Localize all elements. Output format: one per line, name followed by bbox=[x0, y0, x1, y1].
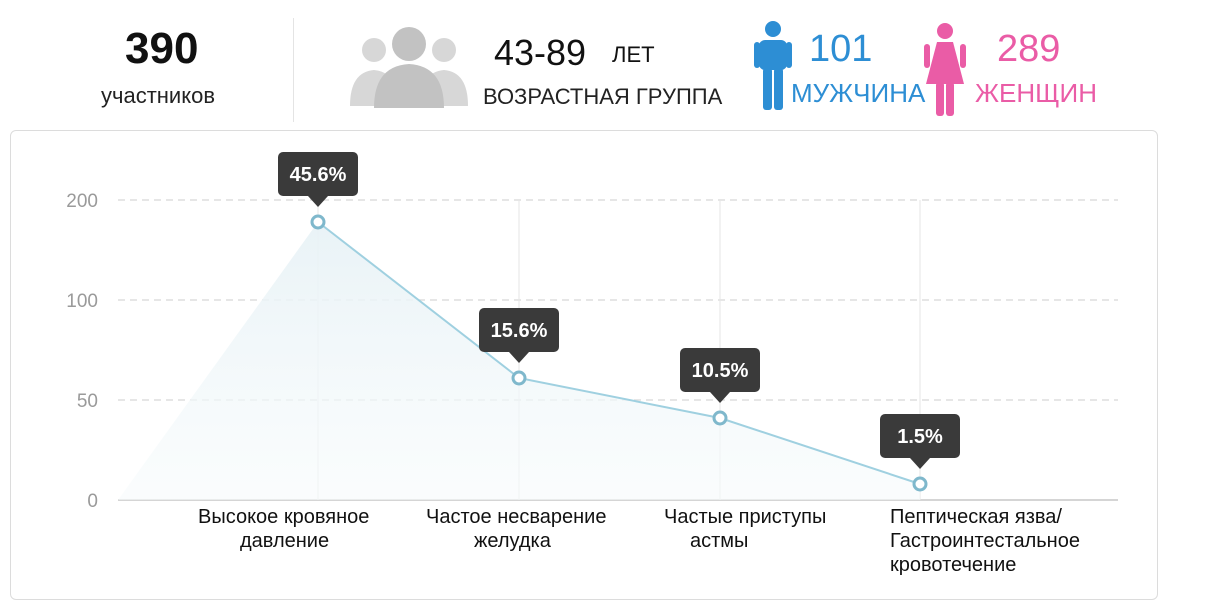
data-label-text: 1.5% bbox=[897, 426, 943, 448]
y-tick-label: 100 bbox=[66, 291, 98, 312]
chart-panel bbox=[10, 130, 1158, 600]
male-count: 101 bbox=[809, 28, 873, 70]
female-label: ЖЕНЩИН bbox=[975, 78, 1097, 108]
data-point[interactable] bbox=[511, 370, 527, 386]
age-unit: ЛЕТ bbox=[612, 42, 655, 67]
age-range: 43-89 bbox=[494, 32, 587, 73]
participants-count: 390 bbox=[125, 24, 199, 73]
x-category-label: Частые приступы астмы bbox=[664, 505, 826, 553]
x-category-label: Высокое кровяное давление bbox=[198, 505, 369, 553]
x-category-label: Частое несварение желудка bbox=[426, 505, 606, 553]
data-label-tooltip: 1.5% bbox=[880, 414, 960, 469]
x-category-label-line: давление bbox=[240, 530, 330, 552]
female-person-icon bbox=[924, 23, 966, 116]
y-tick-label: 0 bbox=[87, 491, 98, 512]
x-category-label-line: Высокое кровяное bbox=[198, 506, 370, 528]
area-fill bbox=[118, 222, 920, 500]
people-group-icon bbox=[350, 27, 468, 108]
x-category-label-line: желудка bbox=[474, 530, 551, 552]
data-point[interactable] bbox=[712, 410, 728, 426]
data-point[interactable] bbox=[310, 214, 326, 230]
participants-label: участников bbox=[101, 83, 216, 108]
x-category-label-line: Гастроинтестальное bbox=[890, 530, 1080, 552]
x-category-label-line: Пептическая язва/ bbox=[890, 506, 1062, 528]
male-label: МУЖЧИНА bbox=[791, 78, 926, 108]
data-label-tooltip: 15.6% bbox=[479, 308, 559, 363]
data-label-text: 10.5% bbox=[692, 360, 749, 382]
male-person-icon bbox=[754, 21, 792, 110]
data-point[interactable] bbox=[912, 476, 928, 492]
x-category-label-line: Частое несварение bbox=[426, 506, 607, 528]
data-label-text: 45.6% bbox=[290, 164, 347, 186]
y-tick-label: 50 bbox=[77, 391, 98, 412]
data-label-text: 15.6% bbox=[491, 320, 548, 342]
female-count: 289 bbox=[997, 28, 1061, 70]
x-category-label-line: кровотечение bbox=[890, 554, 1017, 576]
header-divider bbox=[293, 18, 294, 122]
y-tick-label: 200 bbox=[66, 191, 98, 212]
x-category-label-line: астмы bbox=[690, 530, 749, 552]
data-label-tooltip: 45.6% bbox=[278, 152, 358, 207]
x-category-label: Пептическая язва/Гастроинтестальное крово… bbox=[890, 505, 1080, 577]
x-category-label-line: Частые приступы bbox=[664, 506, 827, 528]
age-group-label: ВОЗРАСТНАЯ ГРУППА bbox=[483, 84, 723, 109]
data-label-tooltip: 10.5% bbox=[680, 348, 760, 403]
series-line bbox=[317, 221, 921, 485]
